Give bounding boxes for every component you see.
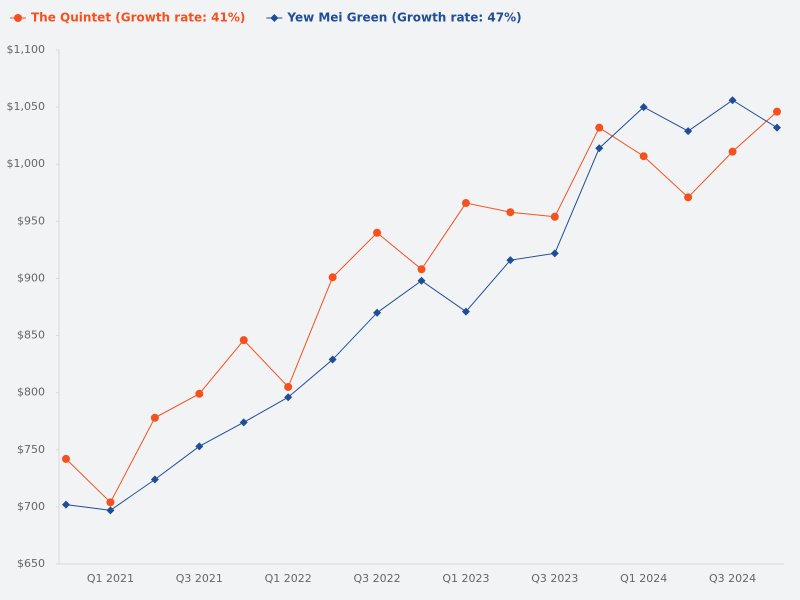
data-point xyxy=(773,107,781,116)
legend-text: Yew Mei Green (Growth rate: 47%) xyxy=(286,11,521,25)
y-tick-label: $750 xyxy=(17,443,45,456)
data-point xyxy=(639,103,648,112)
y-tick-label: $1,100 xyxy=(7,43,46,56)
data-point xyxy=(106,498,115,507)
y-tick-label: $950 xyxy=(17,214,45,227)
data-point xyxy=(284,382,293,391)
legend-marker xyxy=(270,14,279,22)
data-point xyxy=(328,355,337,364)
y-tick-label: $650 xyxy=(17,557,45,570)
x-tick-label: Q1 2022 xyxy=(265,572,312,585)
data-point xyxy=(195,442,204,451)
y-tick-label: $700 xyxy=(17,500,45,513)
y-tick-label: $850 xyxy=(17,329,45,342)
data-point xyxy=(728,96,737,105)
x-tick-label: Q1 2021 xyxy=(87,572,134,585)
data-point xyxy=(62,454,70,463)
data-point xyxy=(684,193,693,202)
x-tick-label: Q3 2021 xyxy=(176,572,223,585)
x-tick-label: Q3 2023 xyxy=(531,572,578,585)
data-point xyxy=(62,500,70,509)
y-tick-label: $1,050 xyxy=(7,100,46,113)
data-point xyxy=(773,123,781,132)
data-point xyxy=(417,276,426,285)
x-tick-label: Q1 2023 xyxy=(442,572,489,585)
data-point xyxy=(106,506,115,515)
data-point xyxy=(195,389,204,398)
x-tick-label: Q1 2024 xyxy=(620,572,667,585)
data-point xyxy=(461,199,470,208)
legend-marker xyxy=(14,14,22,22)
data-point xyxy=(239,418,248,427)
data-point xyxy=(728,147,737,156)
x-tick-label: Q3 2024 xyxy=(709,572,756,585)
y-tick-label: $800 xyxy=(17,386,45,399)
data-point xyxy=(328,273,337,282)
data-point xyxy=(684,127,693,136)
data-point xyxy=(150,413,159,422)
data-point xyxy=(639,152,648,161)
data-point xyxy=(150,475,159,484)
data-point xyxy=(595,144,604,153)
data-point xyxy=(373,228,382,237)
legend-text: The Quintet (Growth rate: 41%) xyxy=(31,11,245,25)
data-point xyxy=(239,336,248,345)
data-point xyxy=(550,212,559,221)
y-tick-label: $900 xyxy=(17,271,45,284)
y-tick-label: $1,000 xyxy=(7,157,46,170)
data-point xyxy=(506,256,515,265)
data-point xyxy=(550,249,559,258)
data-point xyxy=(461,307,470,316)
x-tick-label: Q3 2022 xyxy=(353,572,400,585)
data-point xyxy=(506,208,515,217)
data-point xyxy=(373,308,382,317)
data-point xyxy=(284,393,293,402)
data-point xyxy=(417,265,426,274)
data-point xyxy=(595,123,604,132)
